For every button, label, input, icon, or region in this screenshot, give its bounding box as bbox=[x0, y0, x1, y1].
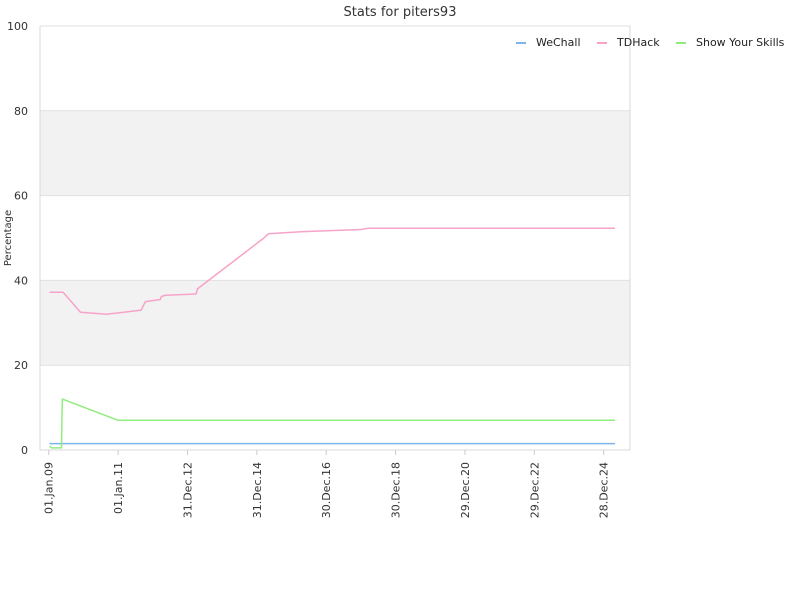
y-tick-label: 100 bbox=[7, 20, 28, 33]
legend-label: TDHack bbox=[616, 36, 660, 49]
x-tick-label: 29.Dec.22 bbox=[528, 462, 541, 518]
y-tick-label: 60 bbox=[14, 190, 28, 203]
y-tick-label: 20 bbox=[14, 359, 28, 372]
plot-band bbox=[40, 110, 630, 196]
y-axis-title: Percentage bbox=[3, 210, 14, 266]
axes bbox=[39, 26, 631, 451]
legend-label: Show Your Skills bbox=[696, 36, 785, 49]
y-tick-label: 80 bbox=[14, 105, 28, 118]
x-tick-label: 30.Dec.18 bbox=[390, 462, 403, 518]
tick-labels: 0 20 40 60 80 100 01.Jan.09 01.Jan.11 31.Dec.12 3… bbox=[7, 20, 611, 518]
legend-item-wechall[interactable]: WeChall bbox=[516, 36, 581, 49]
series-line-show-your-skills bbox=[49, 398, 616, 449]
y-tick-label: 40 bbox=[14, 274, 28, 287]
grid-lines bbox=[40, 25, 630, 451]
plot-background bbox=[40, 110, 630, 366]
y-tick-label: 0 bbox=[21, 444, 28, 457]
legend-item-tdhack[interactable]: TDHack bbox=[597, 36, 660, 49]
x-tick-label: 29.Dec.20 bbox=[459, 462, 472, 518]
x-tick-label: 30.Dec.16 bbox=[320, 462, 333, 518]
x-tick-label: 01.Jan.09 bbox=[43, 462, 56, 514]
series-lines bbox=[49, 227, 616, 449]
plot-band bbox=[40, 280, 630, 366]
x-tick-label: 31.Dec.12 bbox=[181, 462, 194, 518]
legend-item-show-your-skills[interactable]: Show Your Skills bbox=[676, 36, 785, 49]
series-line-tdhack bbox=[49, 227, 616, 316]
x-tick-label: 01.Jan.11 bbox=[112, 462, 125, 514]
legend[interactable]: WeChall TDHack Show Your Skills bbox=[516, 36, 785, 49]
legend-label: WeChall bbox=[536, 36, 581, 49]
chart-title: Stats for piters93 bbox=[344, 5, 457, 20]
x-tick-label: 31.Dec.14 bbox=[251, 462, 264, 518]
x-tick-label: 28.Dec.24 bbox=[598, 462, 611, 518]
